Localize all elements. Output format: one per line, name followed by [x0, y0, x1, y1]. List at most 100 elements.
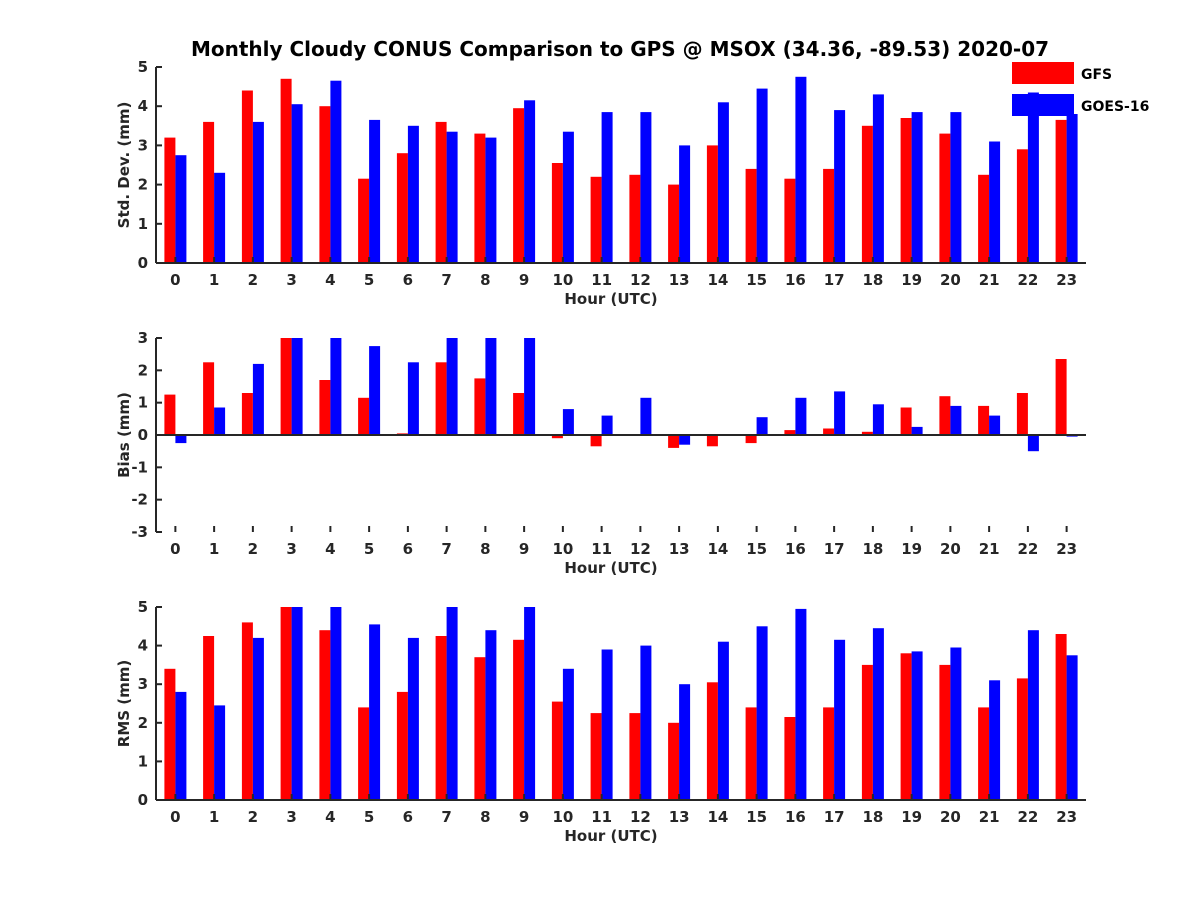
y-tick-label: -1 — [131, 458, 148, 476]
x-tick-label: 1 — [209, 540, 219, 558]
bar-goes16-10 — [562, 409, 574, 435]
x-tick-label: 9 — [519, 540, 529, 558]
x-tick-label: 8 — [480, 808, 490, 826]
x-tick-label: 16 — [785, 540, 806, 558]
x-tick-label: 12 — [630, 540, 651, 558]
bar-goes16-17 — [834, 639, 846, 800]
y-tick-label: 5 — [138, 58, 148, 76]
x-tick-label: 5 — [364, 271, 374, 289]
bar-goes16-3 — [291, 607, 303, 800]
x-tick-label: 8 — [480, 271, 490, 289]
bar-gfs-11 — [590, 713, 602, 800]
x-tick-label: 15 — [746, 540, 767, 558]
bar-goes16-19 — [911, 112, 923, 263]
x-tick-label: 22 — [1017, 271, 1038, 289]
bar-gfs-5 — [358, 178, 370, 263]
y-tick-label: 1 — [138, 394, 148, 412]
y-axis-label: Bias (mm) — [115, 392, 133, 478]
bar-gfs-4 — [319, 106, 331, 263]
bar-gfs-15 — [745, 168, 757, 263]
bar-goes16-13 — [679, 684, 691, 800]
bar-goes16-7 — [446, 131, 458, 263]
bar-goes16-19 — [911, 426, 923, 435]
bar-gfs-9 — [513, 393, 525, 435]
legend-swatch-gfs — [1012, 62, 1074, 84]
x-tick-label: 6 — [403, 540, 413, 558]
legend-label-gfs: GFS — [1081, 67, 1112, 83]
bar-gfs-2 — [241, 622, 253, 800]
bar-gfs-7 — [435, 362, 447, 436]
bar-gfs-20 — [939, 664, 951, 800]
x-axis-label: Hour (UTC) — [564, 827, 657, 845]
x-tick-label: 17 — [824, 271, 845, 289]
y-tick-label: 0 — [138, 254, 148, 272]
bar-gfs-14 — [706, 682, 718, 800]
x-tick-label: 4 — [325, 808, 335, 826]
x-tick-label: 13 — [669, 271, 690, 289]
bar-gfs-11 — [590, 435, 602, 447]
bar-gfs-8 — [474, 657, 486, 800]
bar-goes16-20 — [950, 405, 962, 435]
bar-goes16-21 — [989, 141, 1001, 263]
bar-goes16-3 — [291, 338, 303, 435]
bar-gfs-22 — [1016, 393, 1028, 435]
x-tick-label: 11 — [591, 808, 612, 826]
x-tick-label: 3 — [286, 271, 296, 289]
x-tick-label: 17 — [824, 808, 845, 826]
bar-gfs-20 — [939, 133, 951, 263]
bar-gfs-16 — [784, 430, 796, 435]
bar-gfs-23 — [1055, 119, 1067, 264]
bar-gfs-17 — [823, 428, 835, 435]
bar-gfs-14 — [706, 435, 718, 447]
bar-gfs-1 — [203, 636, 215, 800]
bar-goes16-11 — [601, 649, 613, 800]
y-tick-label: -2 — [131, 491, 148, 509]
bar-gfs-17 — [823, 168, 835, 263]
bar-goes16-5 — [369, 624, 381, 800]
bar-gfs-13 — [668, 184, 680, 263]
bar-goes16-16 — [795, 608, 807, 800]
bar-gfs-10 — [551, 163, 563, 263]
x-axis-label: Hour (UTC) — [564, 290, 657, 308]
bar-goes16-11 — [601, 415, 613, 435]
bar-gfs-9 — [513, 639, 525, 800]
bar-gfs-18 — [861, 431, 873, 435]
bar-goes16-4 — [330, 80, 342, 263]
x-tick-label: 13 — [669, 808, 690, 826]
x-tick-label: 3 — [286, 540, 296, 558]
bar-goes16-6 — [407, 637, 419, 800]
x-tick-label: 10 — [552, 271, 573, 289]
bar-goes16-22 — [1027, 630, 1039, 800]
bar-gfs-2 — [241, 90, 253, 263]
bar-gfs-6 — [396, 691, 408, 800]
y-tick-label: -3 — [131, 523, 148, 541]
bar-goes16-17 — [834, 110, 846, 263]
bar-gfs-9 — [513, 108, 525, 263]
bar-gfs-0 — [164, 668, 176, 800]
y-axis-label: RMS (mm) — [115, 660, 133, 747]
bar-goes16-10 — [562, 668, 574, 800]
bar-goes16-15 — [756, 626, 768, 800]
bar-gfs-16 — [784, 178, 796, 263]
bar-gfs-21 — [978, 174, 990, 263]
bar-goes16-9 — [524, 100, 536, 263]
x-tick-label: 1 — [209, 808, 219, 826]
x-tick-label: 2 — [248, 271, 258, 289]
x-tick-label: 20 — [940, 808, 961, 826]
bar-goes16-8 — [485, 137, 497, 263]
bar-goes16-6 — [407, 362, 419, 436]
bar-goes16-5 — [369, 119, 381, 264]
bar-gfs-13 — [668, 435, 680, 448]
x-tick-label: 14 — [707, 540, 728, 558]
x-tick-label: 21 — [979, 271, 1000, 289]
bar-gfs-17 — [823, 707, 835, 800]
bar-gfs-21 — [978, 707, 990, 800]
y-tick-label: 0 — [138, 791, 148, 809]
x-tick-label: 6 — [403, 808, 413, 826]
bar-gfs-3 — [280, 338, 292, 435]
bar-goes16-5 — [369, 346, 381, 435]
bar-gfs-4 — [319, 380, 331, 435]
chart-title: Monthly Cloudy CONUS Comparison to GPS @… — [191, 37, 1049, 61]
x-tick-label: 4 — [325, 271, 335, 289]
x-tick-label: 0 — [170, 271, 180, 289]
